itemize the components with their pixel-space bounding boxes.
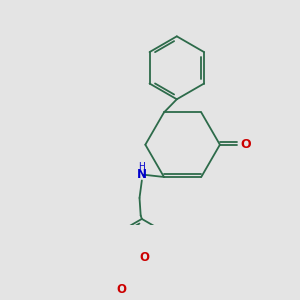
Text: N: N	[137, 168, 147, 181]
Text: O: O	[139, 251, 149, 265]
Text: H: H	[139, 162, 145, 171]
Text: O: O	[116, 284, 126, 296]
Text: O: O	[240, 138, 251, 151]
